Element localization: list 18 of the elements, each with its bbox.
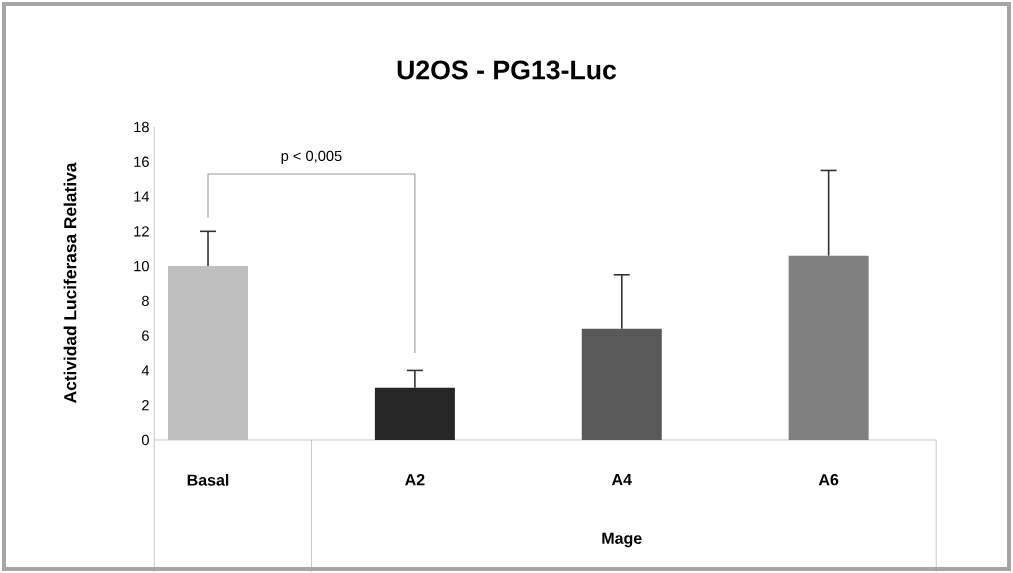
y-tick-label: 4 bbox=[141, 365, 150, 376]
y-tick-label: 6 bbox=[142, 330, 149, 341]
y-tick-label: 18 bbox=[134, 121, 149, 133]
y-tick-label: 14 bbox=[134, 191, 150, 202]
y-tick-label: 12 bbox=[134, 226, 149, 237]
x-tick-label: A2 bbox=[405, 474, 425, 486]
x-tick-label: A6 bbox=[818, 474, 839, 486]
chart-title: U2OS - PG13-Luc bbox=[397, 60, 617, 80]
y-tick-label: 8 bbox=[141, 295, 149, 307]
y-tick-label: 0 bbox=[141, 434, 149, 446]
y-axis-title: Actividad Luciferasa Relativa bbox=[63, 162, 77, 403]
y-tick-label: 2 bbox=[142, 400, 149, 411]
x-tick-label: Basal bbox=[187, 474, 229, 486]
y-tick-label: 10 bbox=[134, 260, 149, 272]
text: Mage bbox=[602, 532, 642, 548]
y-tick-label: 16 bbox=[134, 156, 149, 167]
annotation: p < 0,005 bbox=[281, 150, 342, 164]
x-tick-label: A4 bbox=[611, 474, 632, 486]
